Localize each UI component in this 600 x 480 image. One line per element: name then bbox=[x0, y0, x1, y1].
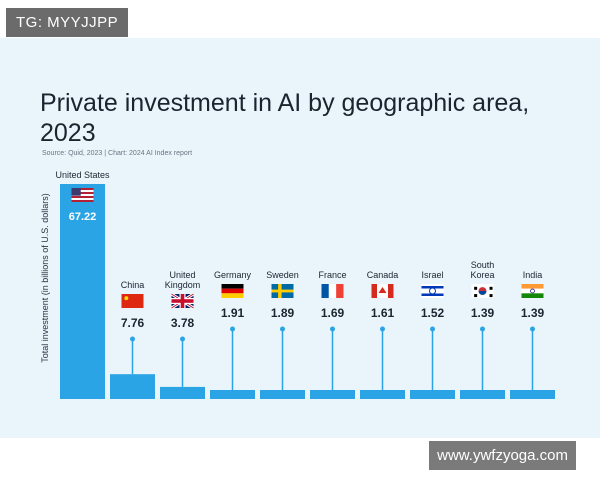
watermark-top: TG: MYYJJPP bbox=[6, 8, 129, 37]
bar-leader-dot bbox=[330, 326, 335, 332]
value-label: 1.89 bbox=[271, 306, 295, 320]
kr-flag-icon bbox=[471, 284, 494, 298]
bar-leader-dot bbox=[530, 326, 535, 332]
category-label: United States bbox=[55, 170, 110, 180]
category-label: Korea bbox=[470, 270, 494, 280]
bar-leader-dot bbox=[380, 326, 385, 332]
category-label: United bbox=[169, 270, 195, 280]
bar bbox=[260, 390, 305, 399]
fr-flag-icon bbox=[321, 284, 344, 298]
category-label: Israel bbox=[421, 270, 443, 280]
category-label: China bbox=[121, 280, 145, 290]
bar-leader-dot bbox=[280, 326, 285, 332]
value-label: 1.61 bbox=[371, 306, 395, 320]
bar-leader-dot bbox=[130, 336, 135, 342]
value-label: 1.91 bbox=[221, 306, 245, 320]
category-label: Canada bbox=[367, 270, 399, 280]
us-flag-icon bbox=[71, 188, 94, 202]
bar bbox=[310, 390, 355, 399]
bar-leader-dot bbox=[180, 336, 185, 342]
chart-title: Private investment in AI by geographic a… bbox=[40, 89, 530, 147]
value-label: 1.39 bbox=[521, 306, 545, 320]
value-label: 1.69 bbox=[321, 306, 345, 320]
bar bbox=[60, 184, 105, 399]
chart-source: Source: Quid, 2023 | Chart: 2024 AI Inde… bbox=[42, 150, 193, 157]
bar-leader-dot bbox=[230, 326, 235, 332]
bar-leader-dot bbox=[480, 326, 485, 332]
bar bbox=[160, 386, 205, 399]
in-flag-icon bbox=[521, 284, 544, 298]
value-label: 3.78 bbox=[171, 316, 195, 330]
value-label: 1.39 bbox=[471, 306, 495, 320]
cn-flag-icon bbox=[121, 294, 144, 308]
bar bbox=[110, 374, 155, 399]
watermark-bottom: www.ywfzyoga.com bbox=[429, 441, 576, 470]
bar bbox=[460, 390, 505, 399]
bar bbox=[210, 390, 255, 399]
bar-leader-dot bbox=[430, 326, 435, 332]
de-flag-icon bbox=[221, 284, 244, 298]
bar bbox=[360, 390, 405, 399]
bar bbox=[410, 390, 455, 399]
category-label: Germany bbox=[214, 270, 252, 280]
category-label: France bbox=[318, 270, 346, 280]
bar bbox=[510, 390, 555, 399]
value-label: 7.76 bbox=[121, 316, 145, 330]
il-flag-icon bbox=[421, 284, 444, 298]
value-label: 1.52 bbox=[421, 306, 445, 320]
se-flag-icon bbox=[271, 284, 294, 298]
category-label: Sweden bbox=[266, 270, 299, 280]
category-label: Kingdom bbox=[165, 280, 201, 290]
uk-flag-icon bbox=[170, 292, 195, 310]
ca-flag-icon bbox=[371, 284, 394, 298]
value-label: 67.22 bbox=[69, 211, 97, 223]
category-label: India bbox=[523, 270, 543, 280]
category-label: South bbox=[471, 260, 495, 270]
